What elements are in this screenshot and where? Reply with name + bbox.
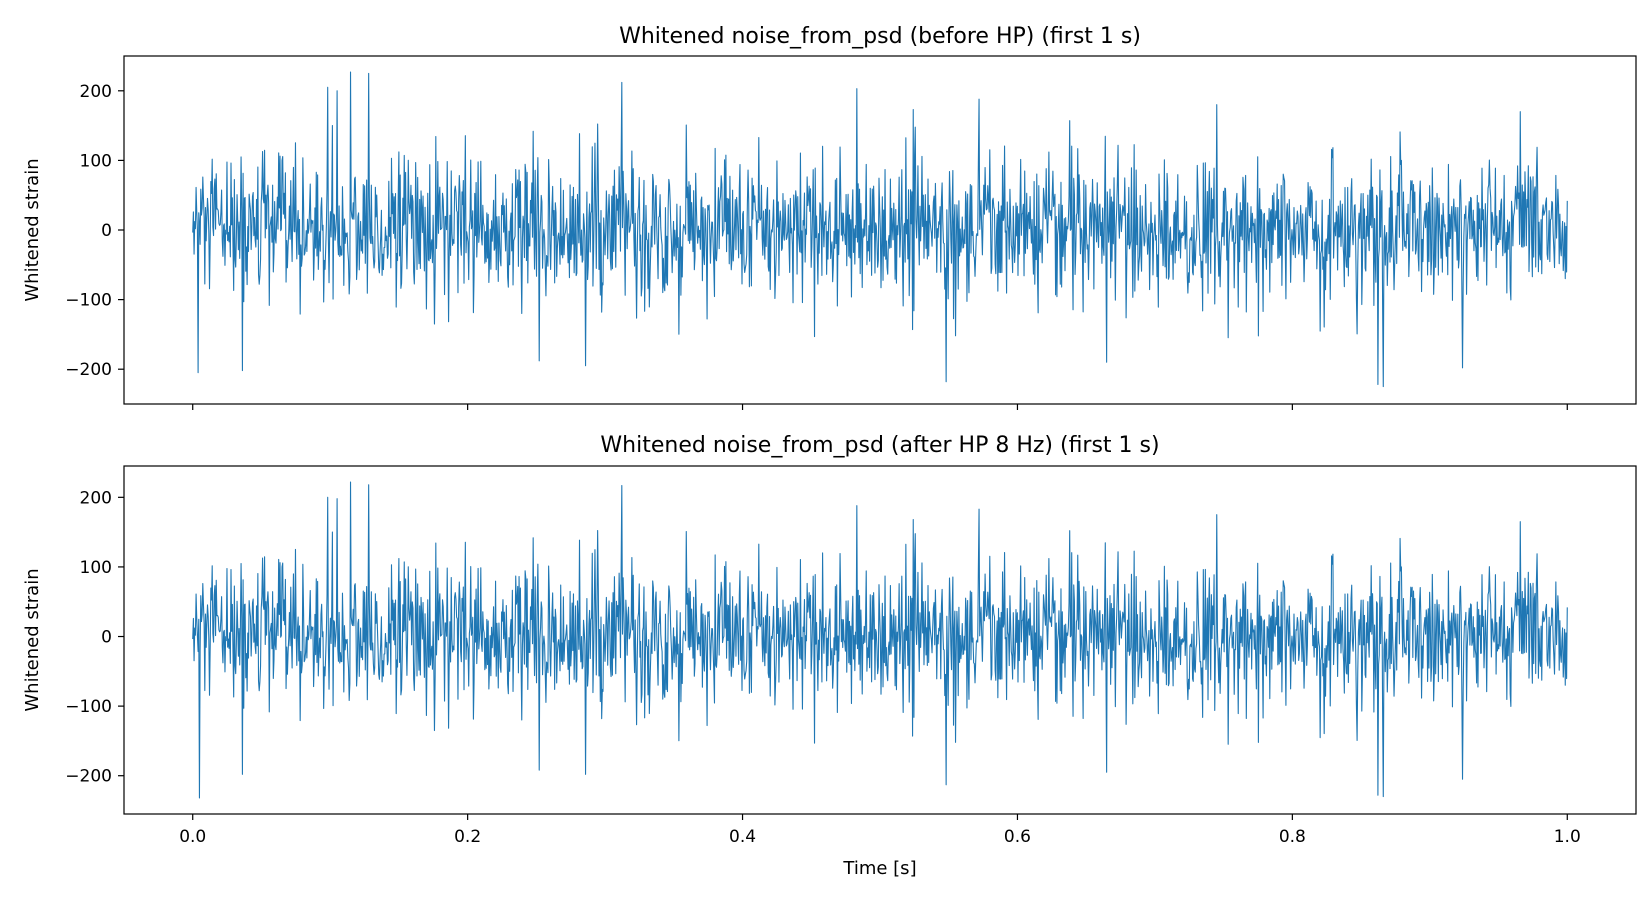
top-y-tick-label: −200 bbox=[65, 360, 112, 380]
top-y-ticks: −200 −100 0 100 200 bbox=[65, 82, 124, 380]
top-y-tick-label: −100 bbox=[65, 291, 112, 311]
bottom-chart-title: Whitened noise_from_psd (after HP 8 Hz) … bbox=[600, 433, 1159, 458]
bottom-plot-area bbox=[123, 465, 1637, 815]
bottom-x-tick-label: 0.4 bbox=[729, 827, 756, 847]
bottom-y-tick-label: −100 bbox=[65, 697, 112, 717]
bottom-x-ticks: 0.0 0.2 0.4 0.6 0.8 1.0 bbox=[179, 814, 1581, 847]
bottom-subplot: Whitened noise_from_psd (after HP 8 Hz) … bbox=[22, 433, 1637, 879]
bottom-y-tick-label: 0 bbox=[101, 628, 112, 648]
bottom-y-tick-label: 200 bbox=[80, 488, 112, 508]
bottom-x-tick-label: 0.2 bbox=[454, 827, 481, 847]
bottom-series-line bbox=[192, 481, 1568, 799]
top-chart-title: Whitened noise_from_psd (before HP) (fir… bbox=[619, 24, 1141, 49]
top-y-tick-label: 0 bbox=[101, 221, 112, 241]
bottom-x-tick-label: 1.0 bbox=[1554, 827, 1581, 847]
top-subplot: Whitened noise_from_psd (before HP) (fir… bbox=[22, 24, 1637, 410]
bottom-y-tick-label: 100 bbox=[80, 558, 112, 578]
bottom-x-tick-label: 0.0 bbox=[179, 827, 206, 847]
bottom-x-tick-label: 0.6 bbox=[1004, 827, 1031, 847]
top-x-ticks bbox=[192, 404, 1568, 410]
top-y-axis-label: Whitened strain bbox=[22, 158, 43, 301]
bottom-y-axis-label: Whitened strain bbox=[22, 568, 43, 711]
bottom-x-tick-label: 0.8 bbox=[1279, 827, 1306, 847]
bottom-y-ticks: −200 −100 0 100 200 bbox=[65, 488, 124, 787]
top-y-tick-label: 100 bbox=[80, 151, 112, 171]
bottom-x-axis-label: Time [s] bbox=[842, 858, 916, 879]
bottom-y-tick-label: −200 bbox=[65, 767, 112, 787]
top-series-line bbox=[192, 71, 1568, 388]
top-plot-area bbox=[123, 55, 1637, 405]
top-y-tick-label: 200 bbox=[80, 82, 112, 102]
bottom-axes-frame bbox=[123, 465, 1637, 815]
